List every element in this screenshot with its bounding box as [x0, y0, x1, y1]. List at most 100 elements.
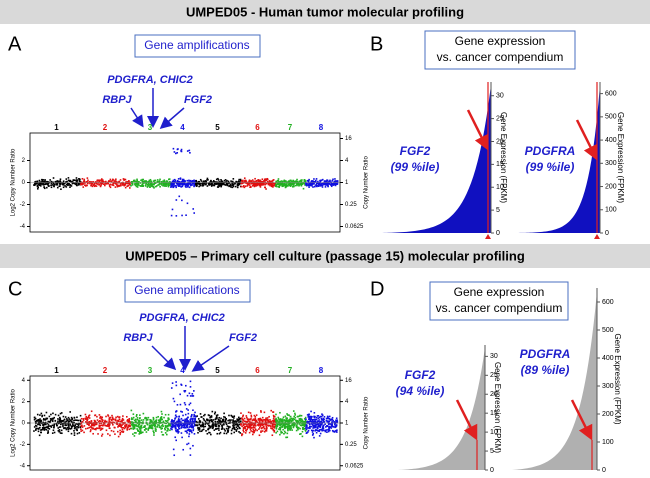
y2-tick-label: 1 [345, 421, 349, 427]
scatter-point [298, 422, 301, 425]
scatter-point [189, 418, 192, 421]
scatter-point [109, 434, 111, 437]
scatter-point [304, 419, 307, 422]
scatter-point [116, 415, 119, 418]
scatter-point [47, 420, 50, 423]
scatter-point [102, 421, 105, 424]
scatter-point [150, 421, 153, 424]
scatter-point [181, 419, 184, 422]
scatter-point [172, 147, 175, 150]
scatter-point [145, 428, 148, 430]
scatter-point [315, 184, 317, 187]
scatter-point [228, 185, 231, 187]
scatter-point [311, 419, 314, 422]
scatter-point [329, 429, 331, 432]
scatter-point [56, 184, 58, 186]
y-tick-label: 2 [22, 399, 26, 405]
scatter-point [124, 184, 126, 186]
scatter-point [198, 427, 200, 429]
scatter-point [83, 431, 85, 434]
scatter-point [82, 186, 85, 188]
scatter-point [231, 182, 233, 185]
scatter-point [182, 182, 185, 185]
scatter-point [313, 436, 315, 439]
scatter-point [293, 418, 296, 421]
scatter-point [44, 423, 47, 425]
scatter-point [44, 418, 46, 421]
scatter-point [150, 424, 153, 427]
chromosome-label: 2 [103, 123, 108, 132]
scatter-point [94, 414, 97, 416]
scatter-point [138, 423, 140, 426]
scatter-point [72, 421, 74, 424]
scatter-point [68, 426, 70, 428]
scatter-point [124, 178, 127, 181]
scatter-point [186, 184, 189, 187]
scatter-point [226, 184, 229, 187]
box [134, 34, 261, 58]
scatter-point [179, 393, 181, 396]
scatter-point [132, 427, 134, 429]
scatter-point [260, 427, 263, 430]
scatter-point [317, 417, 320, 419]
scatter-point [120, 430, 123, 433]
scatter-point [311, 423, 314, 426]
scatter-point [297, 428, 299, 431]
scatter-point [70, 185, 73, 187]
y-tick-label: -4 [20, 463, 26, 469]
scatter-point [192, 428, 195, 430]
scatter-point [68, 427, 71, 430]
scatter-point [67, 416, 70, 419]
scatter-point [33, 430, 35, 432]
scatter-point [247, 426, 250, 429]
scatter-point [46, 426, 49, 428]
scatter-point [108, 418, 111, 420]
y2-tick-label: 0.0625 [345, 224, 364, 230]
scatter-point [58, 416, 61, 419]
scatter-point [279, 427, 282, 430]
scatter-point [196, 421, 198, 424]
scatter-point [116, 185, 119, 188]
scatter-point [270, 409, 273, 412]
scatter-point [85, 427, 87, 430]
scatter-point [99, 417, 101, 419]
scatter-point [142, 178, 145, 181]
scatter-point [303, 418, 306, 420]
scatter-point [191, 431, 193, 434]
scatter-point [315, 185, 318, 187]
scatter-point [80, 183, 82, 186]
scatter-point [40, 429, 43, 431]
scatter-point [97, 433, 99, 435]
scatter-point [67, 420, 70, 422]
scatter-point [123, 427, 126, 430]
scatter-point [175, 410, 178, 412]
scatter-point [122, 415, 124, 417]
scatter-point [270, 420, 273, 423]
scatter-point [107, 423, 110, 426]
scatter-point [258, 426, 261, 429]
scatter-point [307, 413, 310, 416]
scatter-point [213, 184, 216, 187]
scatter-point [324, 180, 326, 182]
scatter-point [191, 395, 194, 397]
scatter-point [139, 414, 141, 416]
scatter-point [119, 179, 122, 181]
scatter-point [295, 426, 298, 429]
scatter-point [288, 425, 290, 428]
y-tick-label: 2 [22, 158, 26, 164]
scatter-point [112, 421, 114, 424]
scatter-point [226, 431, 229, 433]
scatter-point [83, 180, 86, 183]
scatter-point [294, 416, 297, 419]
scatter-point [163, 183, 166, 186]
scatter-point [327, 430, 330, 433]
scatter-point [277, 182, 279, 184]
scatter-point [190, 417, 192, 420]
scatter-point [312, 425, 315, 427]
scatter-point [214, 420, 217, 423]
scatter-point [95, 423, 98, 426]
y2-tick-label: 0.25 [345, 202, 357, 208]
scatter-point [95, 428, 97, 431]
scatter-point [330, 184, 333, 187]
scatter-point [122, 419, 125, 421]
